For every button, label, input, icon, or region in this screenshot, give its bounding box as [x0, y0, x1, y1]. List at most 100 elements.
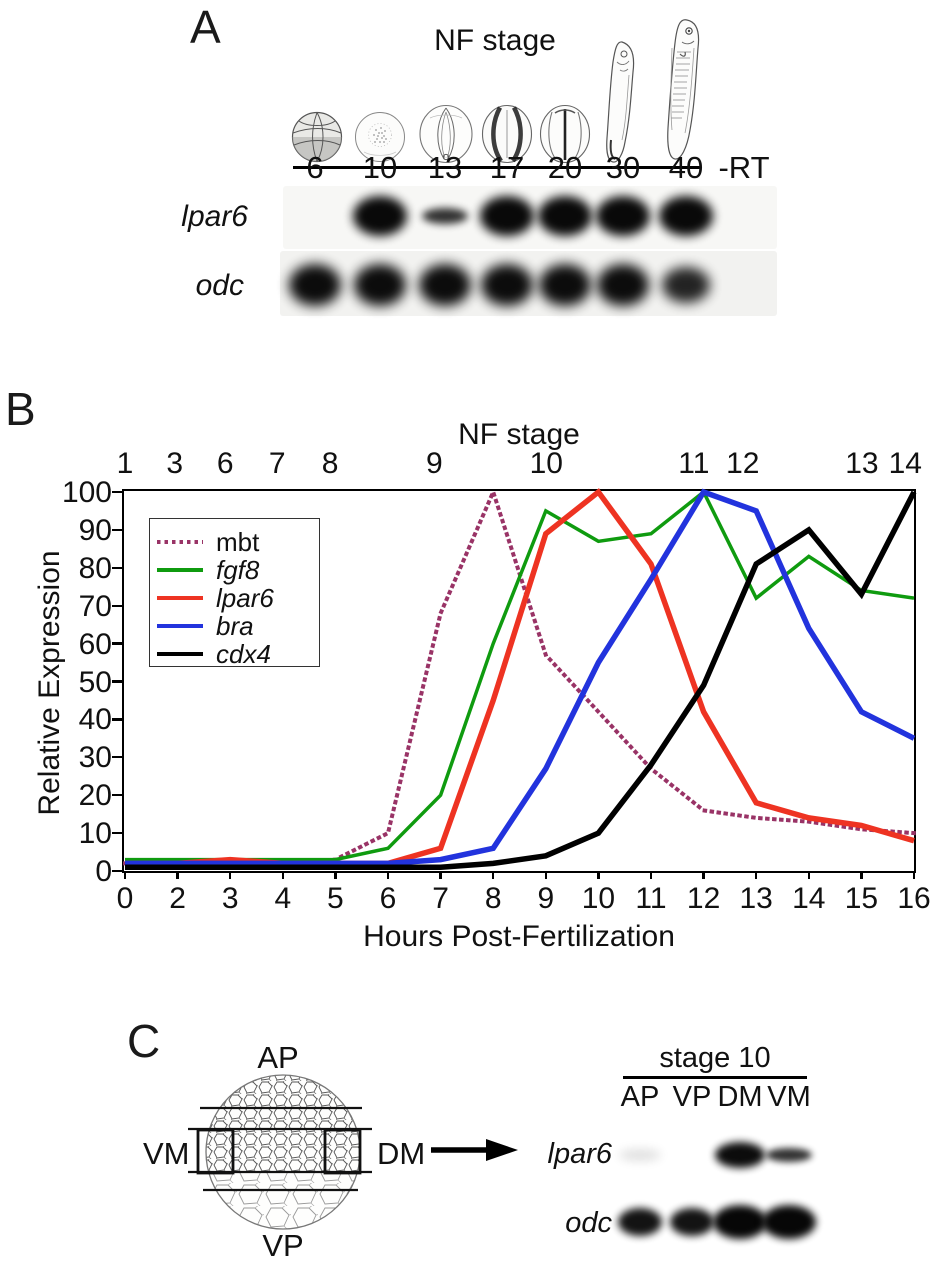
- legend-label-bra: bra: [216, 611, 254, 641]
- gel-band-odc-lane5: [597, 264, 649, 306]
- legend-item-bra: bra: [157, 612, 319, 640]
- region-lane-label-AP: AP: [620, 1081, 660, 1113]
- x-tick-label: 9: [537, 882, 555, 915]
- expression-line-chart: [123, 486, 917, 870]
- gel-band-odc-lane3: [481, 264, 533, 306]
- y-tick-label: 80: [78, 551, 112, 585]
- y-tick-label: 40: [78, 703, 112, 737]
- stage-lane-label-10: 10: [362, 150, 398, 185]
- y-axis-label: Relative Expression: [33, 550, 66, 816]
- diagram-label-vp: VP: [262, 1228, 304, 1263]
- nf-stage-label: 9: [425, 447, 443, 480]
- x-tick-mark: [755, 873, 758, 879]
- embryo-stage-20-drawing: [539, 104, 591, 169]
- x-tick-label: 12: [686, 882, 721, 915]
- nf-stage-label: 10: [529, 447, 563, 480]
- y-tick-mark: [112, 642, 122, 645]
- y-tick-label: 20: [78, 779, 112, 813]
- embryo-dissection-diagram: [183, 1068, 375, 1243]
- gel-band-odc-lane0: [618, 1208, 662, 1236]
- legend-line-sample-bra: [157, 623, 203, 629]
- x-tick-mark: [281, 873, 284, 879]
- y-tick-label: 90: [78, 513, 112, 547]
- panel-c-label: C: [127, 1015, 161, 1067]
- x-tick-mark: [912, 873, 916, 879]
- gel-band-odc-lane1: [354, 264, 406, 306]
- gel-band-lpar6-lane3: [766, 1148, 812, 1162]
- embryo-stage-10-drawing: [354, 111, 406, 168]
- x-tick-mark: [229, 873, 232, 879]
- y-tick-label: 70: [78, 589, 112, 623]
- y-tick-label: 10: [78, 817, 112, 851]
- y-tick-mark: [112, 794, 122, 797]
- x-tick-label: 16: [897, 882, 930, 915]
- nf-stage-label: 7: [268, 447, 286, 480]
- embryo-stage-6-drawing: [291, 111, 343, 168]
- diagram-label-ap: AP: [257, 1040, 299, 1075]
- gel-band-lpar6-lane3: [480, 196, 534, 236]
- y-tick-mark: [112, 604, 122, 607]
- gene-label-odc-c: odc: [565, 1207, 612, 1239]
- gel-band-lpar6-lane4: [538, 196, 592, 236]
- gel-band-odc-lane6: [662, 267, 710, 303]
- stage-lane-label-30: 30: [605, 150, 641, 185]
- dm-region-box: [323, 1128, 362, 1175]
- legend-item-mbt: mbt: [157, 528, 319, 556]
- top-axis-title: NF stage: [458, 418, 580, 451]
- y-tick-label: 0: [95, 855, 112, 888]
- x-tick-mark: [334, 873, 337, 879]
- x-tick-label: 14: [792, 882, 826, 915]
- gel-band-odc-lane3: [762, 1205, 816, 1239]
- y-tick-label: 30: [78, 741, 112, 775]
- gel-band-lpar6-lane1: [353, 196, 407, 236]
- y-tick-mark: [112, 566, 122, 569]
- x-tick-mark: [544, 873, 547, 879]
- legend-label-cdx4: cdx4: [216, 639, 271, 669]
- panel-a-label: A: [190, 1, 221, 53]
- legend-line-sample-lpar6: [157, 595, 203, 601]
- vm-region-box: [196, 1128, 235, 1175]
- legend-line-sample-fgf8: [157, 567, 203, 573]
- x-tick-mark: [597, 873, 600, 879]
- nf-stage-label: 11: [678, 447, 710, 480]
- panel-b-label: B: [5, 383, 36, 435]
- stage-lane-label-20: 20: [547, 150, 583, 185]
- gel-c-title-underline: [623, 1076, 807, 1079]
- stage-lane-label-40: 40: [668, 150, 704, 185]
- panel-a-axis-title: NF stage: [434, 24, 556, 57]
- x-tick-mark: [123, 873, 127, 879]
- x-tick-label: 11: [635, 882, 667, 915]
- legend-line-sample-cdx4: [157, 651, 203, 657]
- nf-stage-label: 12: [726, 447, 760, 480]
- x-tick-mark: [386, 873, 390, 879]
- gene-label-lpar6-c: lpar6: [547, 1138, 613, 1170]
- x-tick-label: 3: [221, 882, 239, 915]
- stage-lane-label--RT: -RT: [718, 150, 770, 185]
- diagram-label-dm: DM: [377, 1136, 426, 1171]
- embryo-stage-40-drawing: [660, 18, 710, 169]
- y-tick-mark: [112, 756, 122, 759]
- stage-axis-line: [293, 166, 700, 169]
- legend-line-sample-mbt: [157, 539, 203, 545]
- stage-lane-label-13: 13: [427, 150, 463, 185]
- gel-band-lpar6-lane6: [659, 196, 713, 236]
- legend-label-fgf8: fgf8: [216, 555, 260, 585]
- x-tick-label: 10: [581, 882, 616, 915]
- stage-lane-label-17: 17: [489, 150, 525, 185]
- x-tick-label: 15: [844, 882, 879, 915]
- legend-label-lpar6: lpar6: [216, 583, 274, 613]
- x-tick-mark: [439, 873, 442, 879]
- x-tick-label: 4: [274, 882, 292, 915]
- embryo-stage-17-drawing: [481, 104, 533, 169]
- gene-label-lpar6-a: lpar6: [181, 200, 248, 233]
- region-lane-label-DM: DM: [717, 1081, 763, 1113]
- y-tick-label: 50: [78, 665, 112, 699]
- region-lane-label-VM: VM: [767, 1081, 811, 1113]
- legend-item-fgf8: fgf8: [157, 556, 319, 584]
- x-axis-label: Hours Post-Fertilization: [363, 920, 675, 953]
- y-tick-mark: [112, 680, 122, 683]
- gel-band-odc-lane1: [670, 1208, 714, 1236]
- y-tick-mark: [112, 869, 122, 873]
- gel-band-odc-lane0: [289, 264, 341, 306]
